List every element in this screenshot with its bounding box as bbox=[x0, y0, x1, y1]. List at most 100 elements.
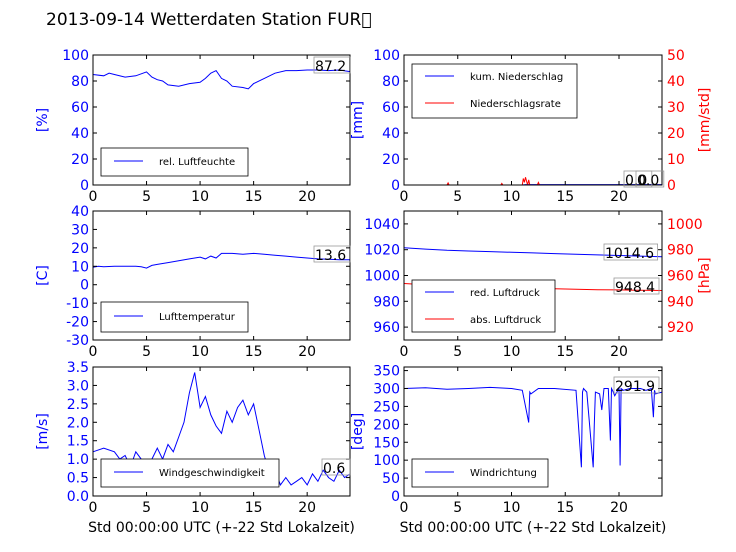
y-axis-label: [C] bbox=[35, 265, 51, 286]
y-tick-label: 1.5 bbox=[67, 434, 89, 450]
legend-box bbox=[100, 147, 249, 177]
last-value-label-2-box bbox=[635, 170, 665, 188]
x-tick-label: 10 bbox=[191, 344, 209, 360]
y-axis-label: [m/s] bbox=[35, 413, 51, 450]
legend-label: Windgeschwindigkeit bbox=[159, 468, 265, 479]
x-tick-label: 10 bbox=[191, 500, 209, 516]
y-tick-label: 60 bbox=[382, 100, 400, 116]
x-tick-label: 0 bbox=[400, 500, 409, 516]
legend-label: Lufttemperatur bbox=[159, 312, 236, 323]
legend-label: Windrichtung bbox=[470, 468, 537, 479]
x-tick-label: 5 bbox=[453, 500, 462, 516]
legend-box bbox=[100, 458, 280, 488]
y2-axis-label: [hPa] bbox=[697, 257, 713, 293]
legend-box bbox=[411, 279, 556, 333]
y2-tick-label: 40 bbox=[667, 74, 685, 90]
y-tick-label: 0.5 bbox=[67, 471, 89, 487]
y-tick-label: 1020 bbox=[364, 243, 400, 259]
y2-tick-label: 0 bbox=[667, 178, 676, 194]
series-line-0 bbox=[92, 69, 351, 90]
y-tick-label: -10 bbox=[66, 296, 89, 312]
last-value-label-2: 948.4 bbox=[615, 280, 655, 296]
series-line-0 bbox=[92, 252, 351, 269]
x-tick-label: 10 bbox=[503, 500, 521, 516]
y-tick-label: 100 bbox=[373, 48, 400, 64]
x-tick-label: 0 bbox=[400, 344, 409, 360]
y-tick-label: 50 bbox=[382, 471, 400, 487]
y-tick-label: 3.5 bbox=[67, 360, 89, 376]
axes-frame bbox=[92, 210, 351, 341]
y2-tick-label: 980 bbox=[667, 243, 694, 259]
y2-tick-label: 20 bbox=[667, 126, 685, 142]
x-tick-label: 20 bbox=[610, 344, 628, 360]
x-tick-label: 10 bbox=[503, 189, 521, 205]
legend-box bbox=[100, 301, 249, 333]
last-value-label-box bbox=[313, 245, 351, 263]
y-tick-label: 20 bbox=[71, 152, 89, 168]
y-tick-label: -30 bbox=[66, 333, 89, 349]
legend-label: red. Luftdruck bbox=[470, 288, 540, 299]
x-tick-label: 5 bbox=[453, 344, 462, 360]
y-tick-label: 1040 bbox=[364, 217, 400, 233]
x-tick-label: 15 bbox=[245, 500, 263, 516]
x-tick-label: 5 bbox=[142, 500, 151, 516]
y-tick-label: 200 bbox=[373, 417, 400, 433]
chart-humidity: 0 5 10 15 20 0 20 40 60 80 100 [%] rel. Luftfeuchte 8… bbox=[35, 48, 351, 205]
x-tick-label: 20 bbox=[610, 189, 628, 205]
x-tick-label: 0 bbox=[89, 500, 98, 516]
y-tick-label: 0 bbox=[391, 178, 400, 194]
x-tick-label: 15 bbox=[245, 189, 263, 205]
y-tick-label: 40 bbox=[382, 126, 400, 142]
figure-title: 2013-09-14 Wetterdaten Station FUR  bbox=[46, 10, 372, 30]
legend-label: kum. Niederschlag bbox=[470, 72, 563, 83]
y-tick-label: 0 bbox=[391, 489, 400, 505]
x-tick-label: 15 bbox=[556, 344, 574, 360]
y-tick-label: 960 bbox=[373, 320, 400, 336]
y-tick-label: 3.0 bbox=[67, 378, 89, 394]
chart-precip: 0 5 10 15 20 0 20 40 60 80 100 0 10 20 30 40 50 [mm] [mm/s… bbox=[350, 48, 713, 205]
x-tick-label: 15 bbox=[245, 344, 263, 360]
x-tick-label: 10 bbox=[503, 344, 521, 360]
y-tick-label: 80 bbox=[382, 74, 400, 90]
y-tick-label: 0 bbox=[80, 278, 89, 294]
y2-tick-label: 960 bbox=[667, 269, 694, 285]
last-value-label-box bbox=[603, 243, 658, 261]
y-tick-label: 300 bbox=[373, 382, 400, 398]
last-value-label: 291.9 bbox=[615, 379, 655, 395]
y-tick-label: 1.0 bbox=[67, 452, 89, 468]
y2-tick-label: 30 bbox=[667, 100, 685, 116]
chart-pressure: 0 5 10 15 20 960 980 1000 1020 1040 920 940 960 980 10… bbox=[364, 210, 713, 360]
y-tick-label: 40 bbox=[71, 204, 89, 220]
y-tick-label: 150 bbox=[373, 435, 400, 451]
y-tick-label: 80 bbox=[71, 74, 89, 90]
x-tick-label: 15 bbox=[556, 500, 574, 516]
y-tick-label: 0.0 bbox=[67, 489, 89, 505]
x-tick-label: 0 bbox=[400, 189, 409, 205]
last-value-label-2: 0.0 bbox=[637, 173, 659, 189]
y-tick-label: -20 bbox=[66, 315, 89, 331]
y-tick-label: 980 bbox=[373, 294, 400, 310]
last-value-label: 13.6 bbox=[315, 248, 346, 264]
y-tick-label: 350 bbox=[373, 364, 400, 380]
x-tick-label: 20 bbox=[610, 500, 628, 516]
x-axis-label: Std 00:00:00 UTC (+-22 Std Lokalzeit) bbox=[88, 520, 355, 536]
legend-box bbox=[411, 458, 549, 488]
x-tick-label: 20 bbox=[298, 344, 316, 360]
y-tick-label: 250 bbox=[373, 399, 400, 415]
chart-windspeed: 0 5 10 15 20 0.0 0.5 1.0 1.5 2.0 2.5 3.0 3.5 [m/s] Std… bbox=[35, 360, 355, 536]
x-axis-label: Std 00:00:00 UTC (+-22 Std Lokalzeit) bbox=[400, 520, 667, 536]
axes-frame bbox=[92, 54, 351, 186]
x-tick-label: 0 bbox=[89, 344, 98, 360]
last-value-label-2-box bbox=[613, 277, 660, 295]
legend-box bbox=[411, 63, 578, 119]
x-tick-label: 10 bbox=[191, 189, 209, 205]
last-value-label-box bbox=[613, 376, 660, 394]
last-value-label-box bbox=[321, 458, 351, 476]
axes-frame bbox=[403, 366, 663, 497]
y-tick-label: 0 bbox=[80, 178, 89, 194]
y-tick-label: 20 bbox=[382, 152, 400, 168]
y2-tick-label: 50 bbox=[667, 48, 685, 64]
legend-label: Niederschlagsrate bbox=[470, 99, 561, 110]
